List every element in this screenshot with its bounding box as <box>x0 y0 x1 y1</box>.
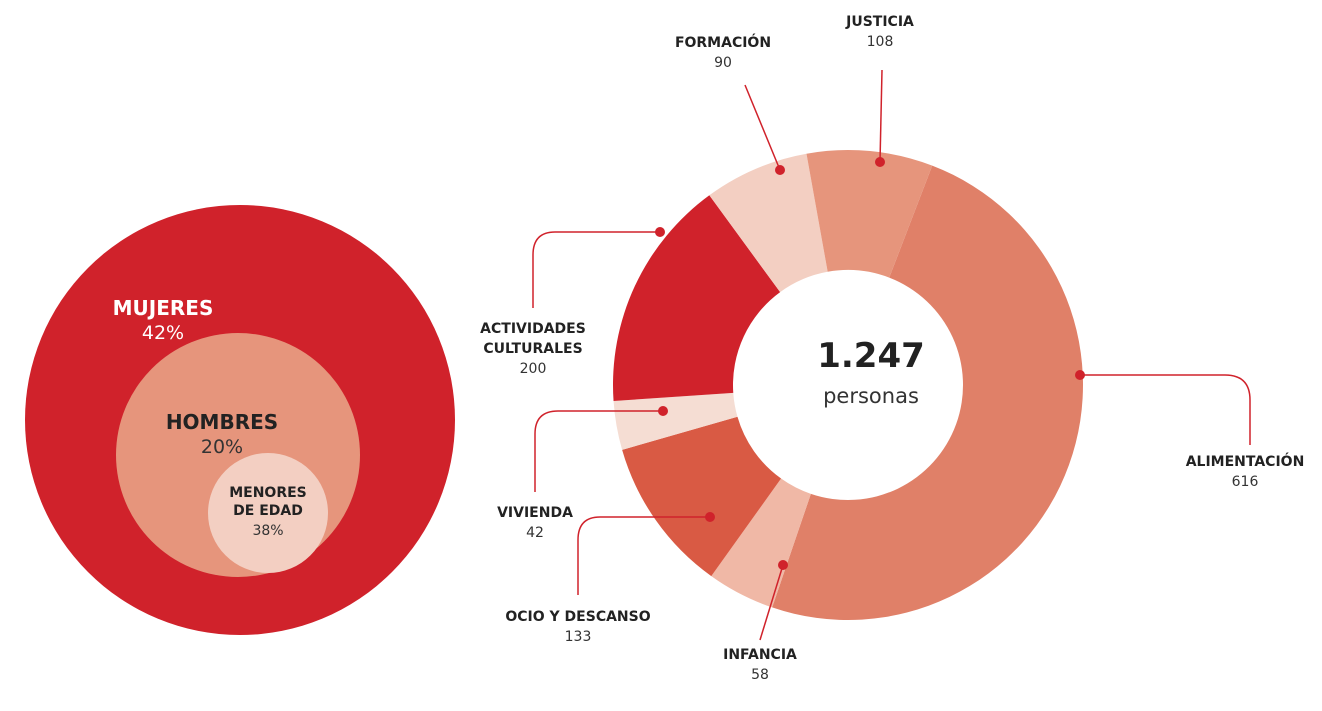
category-label: ALIMENTACIÓN <box>1185 454 1305 470</box>
callout-line <box>759 564 784 641</box>
callout-dot <box>705 512 715 522</box>
callout-dot <box>875 157 885 167</box>
donut-segment <box>613 392 738 450</box>
category-label: ACTIVIDADES CULTURALES <box>480 321 586 357</box>
value-label: 42% <box>141 322 185 344</box>
category-label: HOMBRES <box>165 410 279 434</box>
callout-dot <box>1075 370 1085 380</box>
bubble-label: HOMBRES 20% <box>122 410 322 461</box>
value-label: 108 <box>866 34 894 50</box>
segment-label: INFANCIA 58 <box>660 645 860 685</box>
callout-dot <box>655 227 665 237</box>
donut-segment <box>613 195 781 401</box>
bubble <box>208 453 328 573</box>
callout-dot <box>775 165 785 175</box>
value-label: 42 <box>526 525 544 541</box>
category-label: MUJERES <box>112 296 214 320</box>
value-label: 200 <box>519 361 547 377</box>
value-label: 133 <box>564 629 592 645</box>
segment-label: JUSTICIA 108 <box>780 12 980 52</box>
callout-line <box>744 84 781 171</box>
value-label: 90 <box>714 55 732 71</box>
segment-label: OCIO Y DESCANSO 133 <box>478 607 678 647</box>
segment-label: ALIMENTACIÓN 616 <box>1145 452 1322 492</box>
bubble-label: MUJERES 42% <box>63 296 263 347</box>
bubble-label: MENORES DE EDAD 38% <box>223 484 313 542</box>
category-label: JUSTICIA <box>846 14 914 30</box>
callout-line <box>577 516 710 595</box>
segment-label: FORMACIÓN 90 <box>623 33 823 73</box>
callout-line <box>534 410 663 492</box>
category-label: MENORES DE EDAD <box>229 485 307 519</box>
center-subtitle: personas <box>823 384 919 408</box>
value-label: 38% <box>252 523 284 539</box>
donut-segment <box>709 153 828 293</box>
category-label: OCIO Y DESCANSO <box>505 609 651 625</box>
category-label: INFANCIA <box>723 647 797 663</box>
donut-segment <box>772 165 1083 620</box>
callout-line <box>532 231 660 308</box>
category-label: FORMACIÓN <box>674 35 772 51</box>
value-label: 20% <box>200 436 244 458</box>
donut-segment <box>806 149 933 278</box>
donut-segment <box>622 416 782 577</box>
value-label: 58 <box>751 667 769 683</box>
callout-line <box>879 69 883 163</box>
segment-label: ACTIVIDADES CULTURALES 200 <box>473 319 593 379</box>
callout-dot <box>778 560 788 570</box>
segment-label: VIVIENDA 42 <box>435 503 635 543</box>
center-value: 1.247 <box>817 336 925 376</box>
value-label: 616 <box>1231 474 1259 490</box>
donut-segment <box>711 478 811 608</box>
callout-dot <box>658 406 668 416</box>
callout-line <box>1080 374 1251 445</box>
category-label: VIVIENDA <box>497 505 573 521</box>
